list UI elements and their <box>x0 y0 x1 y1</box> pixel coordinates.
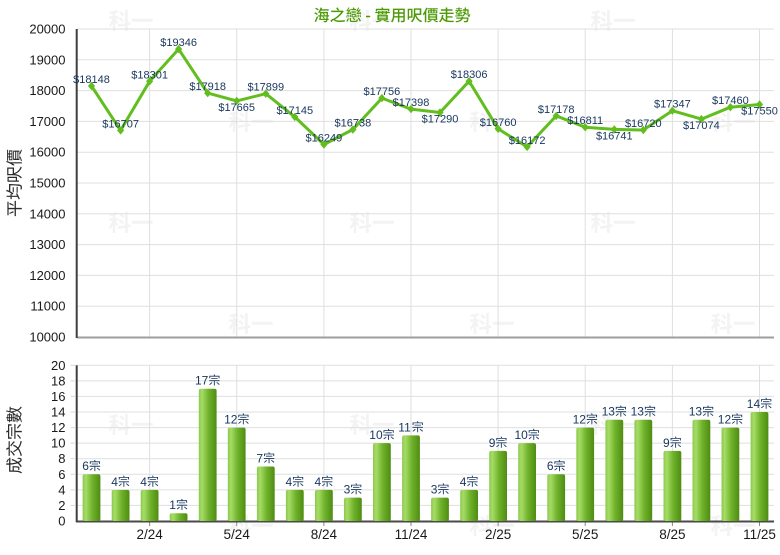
svg-text:10000: 10000 <box>29 330 65 345</box>
svg-text:$17347: $17347 <box>654 99 691 111</box>
svg-text:18000: 18000 <box>29 83 65 98</box>
svg-text:$17550: $17550 <box>741 106 778 118</box>
svg-text:16: 16 <box>51 389 65 404</box>
svg-text:6: 6 <box>547 459 554 473</box>
svg-text:$17145: $17145 <box>276 105 313 117</box>
svg-text:$16707: $16707 <box>102 118 139 130</box>
svg-text:4: 4 <box>460 475 467 489</box>
svg-text:$17918: $17918 <box>189 81 226 93</box>
svg-text:$17178: $17178 <box>538 104 575 116</box>
svg-text:17000: 17000 <box>29 114 65 129</box>
svg-text:$18148: $18148 <box>73 74 110 86</box>
svg-text:3: 3 <box>431 483 438 497</box>
svg-text:7: 7 <box>256 451 263 465</box>
svg-text:$17665: $17665 <box>218 102 255 114</box>
svg-text:$18306: $18306 <box>451 69 488 81</box>
svg-text:10: 10 <box>369 428 383 442</box>
svg-text:15000: 15000 <box>29 176 65 191</box>
svg-text:6: 6 <box>82 459 89 473</box>
svg-text:9: 9 <box>489 436 496 450</box>
svg-text:4: 4 <box>140 475 147 489</box>
svg-text:12: 12 <box>51 420 65 435</box>
svg-text:$16720: $16720 <box>625 118 662 130</box>
svg-text:12000: 12000 <box>29 268 65 283</box>
svg-text:4: 4 <box>111 475 118 489</box>
svg-text:10: 10 <box>515 428 529 442</box>
svg-text:11/25: 11/25 <box>743 527 776 542</box>
svg-text:$16760: $16760 <box>480 117 517 129</box>
svg-text:4: 4 <box>315 475 322 489</box>
svg-text:$16249: $16249 <box>306 133 343 145</box>
svg-text:9: 9 <box>663 436 670 450</box>
svg-text:1: 1 <box>169 498 176 512</box>
svg-text:13: 13 <box>631 405 645 419</box>
svg-text:17: 17 <box>195 374 209 388</box>
svg-text:11: 11 <box>398 420 411 434</box>
svg-text:$17899: $17899 <box>247 82 284 94</box>
svg-text:20: 20 <box>51 358 65 373</box>
svg-text:12: 12 <box>718 413 732 427</box>
svg-text:$19346: $19346 <box>160 37 197 49</box>
svg-text:13: 13 <box>689 405 703 419</box>
svg-text:$16811: $16811 <box>567 115 603 127</box>
svg-text:$17460: $17460 <box>712 95 749 107</box>
svg-text:$17398: $17398 <box>393 97 430 109</box>
svg-text:14: 14 <box>51 405 65 420</box>
svg-text:13: 13 <box>602 405 616 419</box>
svg-text:$17756: $17756 <box>364 86 401 98</box>
svg-text:19000: 19000 <box>29 52 65 67</box>
svg-text:$17074: $17074 <box>683 120 720 132</box>
svg-text:$18301: $18301 <box>131 69 168 81</box>
svg-text:8/24: 8/24 <box>311 527 338 542</box>
svg-text:6: 6 <box>58 467 65 482</box>
svg-text:11/24: 11/24 <box>395 527 428 542</box>
svg-text:$16741: $16741 <box>596 130 633 142</box>
svg-text:4: 4 <box>58 482 65 497</box>
svg-text:2: 2 <box>58 498 65 513</box>
svg-text:13000: 13000 <box>29 237 65 252</box>
svg-text:$17290: $17290 <box>422 114 459 126</box>
svg-text:14000: 14000 <box>29 206 65 221</box>
svg-text:11000: 11000 <box>30 299 65 314</box>
svg-text:8: 8 <box>58 451 65 466</box>
svg-text:0: 0 <box>58 514 65 529</box>
svg-text:5/25: 5/25 <box>572 527 598 542</box>
svg-text:4: 4 <box>286 475 293 489</box>
svg-text:8/25: 8/25 <box>659 527 685 542</box>
svg-text:16000: 16000 <box>29 145 65 160</box>
svg-text:2/25: 2/25 <box>485 527 511 542</box>
svg-text:12: 12 <box>573 413 587 427</box>
svg-text:10: 10 <box>51 436 65 451</box>
svg-text:20000: 20000 <box>29 22 65 37</box>
svg-text:2/24: 2/24 <box>136 527 163 542</box>
svg-text:12: 12 <box>224 413 238 427</box>
svg-text:14: 14 <box>747 397 761 411</box>
svg-text:$16172: $16172 <box>509 135 546 147</box>
svg-text:5/24: 5/24 <box>224 527 251 542</box>
svg-text:$16738: $16738 <box>335 118 372 130</box>
svg-text:18: 18 <box>51 373 65 388</box>
svg-text:3: 3 <box>344 483 351 497</box>
